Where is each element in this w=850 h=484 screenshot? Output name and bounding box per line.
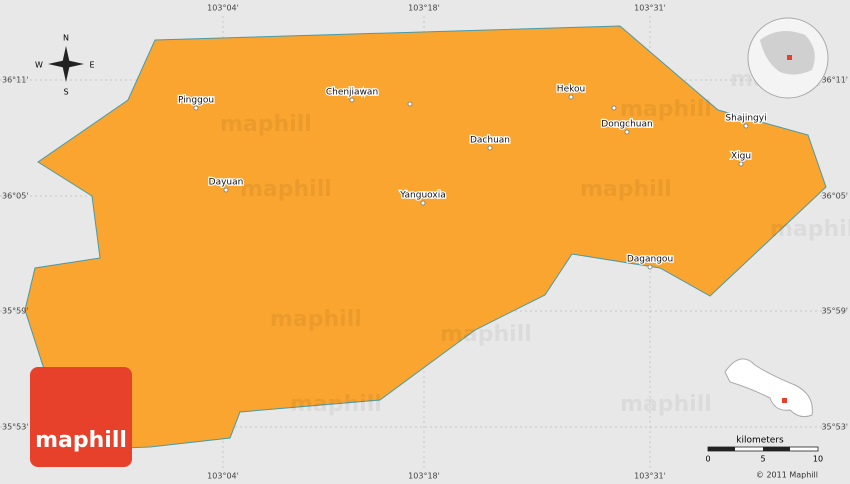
place-label: Dongchuan [601,120,652,130]
place-dot [487,145,493,151]
watermark: maphill [770,217,850,242]
place-dot [647,264,653,270]
place-label: Pinggou [178,96,214,106]
globe-marker [787,55,792,60]
place-label: Yanguoxia [399,191,445,201]
scale-tick: 5 [760,455,765,464]
watermark: maphill [580,177,672,202]
place-label: Shajingyi [725,114,766,124]
watermark: maphill [620,97,712,122]
coordinate-labels: 103°04' 103°04' 103°18' 103°18' 103°31' 103°3… [2,4,848,481]
watermark: maphill [220,112,312,137]
place-label: Xigu [731,152,751,162]
place-dot [738,161,744,167]
globe [747,17,829,99]
logo-text[interactable]: maphill [35,428,127,453]
watermarks: maphill maphill maphill maphill maphill maphi… [220,67,850,417]
compass-n: N [63,34,69,43]
latitude-label: 36°11' [821,76,848,85]
latitude-label: 35°59' [2,307,29,316]
longitude-label: 103°31' [634,4,666,13]
latitude-label: 36°05' [821,192,848,201]
logo[interactable]: maphill [30,367,132,467]
longitude-label: 103°18' [408,4,440,13]
longitude-label: 103°04' [207,472,239,481]
scale-bar-segment [763,447,790,451]
place-dot [407,101,413,107]
place-dot [743,123,749,129]
compass: N E S W [35,34,94,97]
scale-bar-segment [708,447,735,451]
place-label: Chenjiawan [326,88,378,98]
compass-s: S [63,88,68,97]
copyright: © 2011 Maphill [756,471,818,480]
latitude-label: 36°05' [2,192,29,201]
compass-w: W [35,61,43,70]
place-dot [223,187,229,193]
longitude-label: 103°04' [207,4,239,13]
longitude-label: 103°18' [408,472,440,481]
latitude-label: 35°53' [821,423,848,432]
places: Pinggou Chenjiawan Hekou Dongchuan Shajingyi… [177,83,768,270]
place-dot [420,200,426,206]
latitude-label: 35°53' [2,423,29,432]
watermark: maphill [620,392,712,417]
inset-marker [782,398,787,403]
inset [724,358,813,418]
place-dot [611,105,617,111]
place-label: Hekou [557,85,585,95]
place-dot [624,129,630,135]
scale-bar: kilometers 0 5 10 © 2011 Maphill [705,436,823,480]
longitude-label: 103°31' [634,472,666,481]
scale-title: kilometers [736,436,784,446]
latitude-label: 35°59' [821,307,848,316]
watermark: maphill [270,307,362,332]
latitude-label: 36°11' [2,76,29,85]
compass-e: E [89,61,94,70]
inset-province [724,358,813,418]
compass-needle [48,60,84,68]
logo-box[interactable] [30,367,132,467]
place-label: Dachuan [470,136,510,146]
scale-tick: 0 [705,455,710,464]
watermark: maphill [290,392,382,417]
place-label: Dayuan [209,178,244,188]
place-dot [349,97,355,103]
place-label: Dagangou [627,255,673,265]
globe-land [760,31,815,75]
scale-tick: 10 [813,455,823,464]
place-dot [193,105,199,111]
place-dot [568,94,574,100]
watermark: maphill [240,177,332,202]
watermark: maphill [440,322,532,347]
